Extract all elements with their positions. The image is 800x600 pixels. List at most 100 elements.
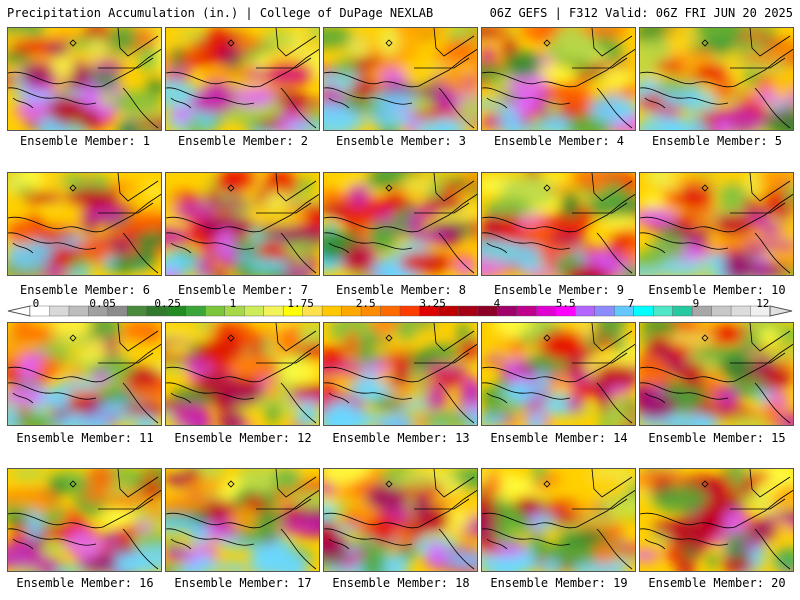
colorbar-swatch [263, 305, 284, 317]
boundary-line [433, 173, 475, 202]
colorbar-tick-label: 3.25 [419, 297, 446, 310]
boundary-line [256, 202, 312, 214]
station-marker-icon [69, 39, 77, 47]
model-run-info: 06Z GEFS | F312 Valid: 06Z FRI JUN 20 20… [489, 6, 793, 20]
colorbar-tick-label: 7 [627, 297, 635, 310]
boundary-line [644, 97, 666, 109]
colorbar-swatch [594, 305, 615, 317]
boundary-line [414, 57, 470, 69]
boundary-line [572, 352, 628, 364]
ensemble-member-13-map [323, 322, 478, 426]
boundary-line [117, 469, 159, 498]
boundary-line [166, 343, 319, 383]
ensemble-member-label: Ensemble Member: 12 [174, 431, 312, 445]
boundary-line [438, 528, 475, 570]
ensemble-member-10-map [639, 172, 794, 276]
boundary-line [596, 232, 633, 274]
boundary-line [256, 57, 312, 69]
station-marker-icon [543, 184, 551, 192]
colorbar-swatch [68, 305, 89, 317]
ensemble-member-4-map [481, 27, 636, 131]
colorbar-swatch [497, 305, 518, 317]
ensemble-member-label: Ensemble Member: 4 [493, 134, 625, 148]
boundary-line [438, 232, 475, 274]
station-marker-icon [227, 334, 235, 342]
boundary-line [324, 232, 413, 250]
boundary-line [8, 528, 97, 546]
ensemble-member-label: Ensemble Member: 7 [177, 283, 309, 297]
station-marker-icon [701, 480, 709, 488]
boundary-line [438, 382, 475, 424]
colorbar-tick-label: 12 [756, 297, 770, 310]
station-marker-icon [701, 39, 709, 47]
boundary-line [324, 343, 477, 383]
boundary-line [414, 498, 470, 510]
boundary-line [8, 489, 161, 529]
ensemble-member-1-map [7, 27, 162, 131]
ensemble-member-label: Ensemble Member: 6 [19, 283, 151, 297]
ensemble-member-label: Ensemble Member: 11 [16, 431, 154, 445]
boundary-line [482, 48, 635, 88]
boundary-line [170, 242, 192, 254]
boundary-line [730, 352, 786, 364]
boundary-line [280, 528, 317, 570]
boundary-line [482, 382, 571, 400]
station-marker-icon [385, 39, 393, 47]
station-marker-icon [543, 334, 551, 342]
ensemble-member-5-map [639, 27, 794, 131]
boundary-line [640, 48, 793, 88]
station-marker-icon [69, 334, 77, 342]
boundary-line [640, 489, 793, 529]
ensemble-member-14-map [481, 322, 636, 426]
colorbar-tick-label: 0.05 [89, 297, 116, 310]
ensemble-member-label: Ensemble Member: 8 [335, 283, 467, 297]
boundary-line [324, 528, 413, 546]
boundary-line [98, 352, 154, 364]
ensemble-member-label: Ensemble Member: 16 [16, 576, 154, 590]
ensemble-member-18-map [323, 468, 478, 572]
boundary-line [122, 87, 159, 129]
ensemble-member-label: Ensemble Member: 13 [332, 431, 470, 445]
boundary-line [754, 232, 791, 274]
boundary-line [166, 48, 319, 88]
boundary-line [591, 173, 633, 202]
colorbar-swatch [127, 305, 148, 317]
boundary-line [280, 87, 317, 129]
boundary-line [749, 28, 791, 57]
boundary-line [644, 392, 666, 404]
colorbar-swatch [575, 305, 596, 317]
boundary-line [328, 392, 350, 404]
boundary-line [12, 97, 34, 109]
boundary-line [117, 173, 159, 202]
colorbar-swatch [652, 305, 674, 317]
ensemble-member-16-map [7, 468, 162, 572]
colorbar-tick-label: 1.75 [287, 297, 314, 310]
boundary-line [640, 87, 729, 105]
boundary-line [170, 538, 192, 550]
boundary-line [596, 528, 633, 570]
boundary-line [640, 343, 793, 383]
colorbar-swatch [672, 305, 693, 317]
colorbar-swatch [321, 305, 343, 317]
station-marker-icon [543, 39, 551, 47]
boundary-line [754, 528, 791, 570]
colorbar-swatch [380, 305, 401, 317]
colorbar-swatch [536, 305, 557, 317]
boundary-line [730, 498, 786, 510]
colorbar-swatch [711, 305, 732, 317]
boundary-line [572, 202, 628, 214]
ensemble-member-label: Ensemble Member: 15 [648, 431, 786, 445]
colorbar-tick-label: 1 [229, 297, 237, 310]
ensemble-member-label: Ensemble Member: 14 [490, 431, 628, 445]
ensemble-member-3-map [323, 27, 478, 131]
boundary-line [640, 232, 729, 250]
boundary-line [596, 87, 633, 129]
station-marker-icon [385, 480, 393, 488]
colorbar-swatch [633, 305, 654, 317]
boundary-line [591, 28, 633, 57]
boundary-line [166, 382, 255, 400]
boundary-line [749, 469, 791, 498]
boundary-line [170, 392, 192, 404]
ensemble-member-15-map [639, 322, 794, 426]
boundary-line [324, 48, 477, 88]
